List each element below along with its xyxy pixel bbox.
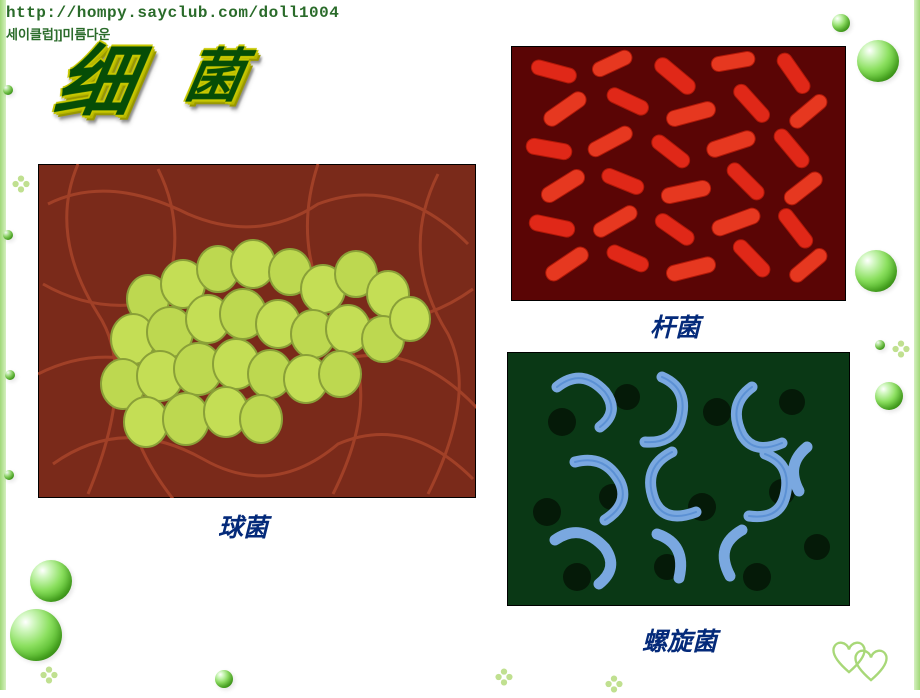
bubble-icon xyxy=(30,560,72,602)
caption-coccus: 球菌 xyxy=(218,508,268,544)
bubble-icon xyxy=(215,670,233,688)
image-spirillum xyxy=(507,352,850,606)
bubble-icon xyxy=(832,14,850,32)
flower-icon xyxy=(495,668,513,686)
bubble-icon xyxy=(857,40,899,82)
bubble-icon xyxy=(875,340,885,350)
bubble-icon xyxy=(4,470,14,480)
image-bacillus xyxy=(511,46,846,301)
bubble-icon xyxy=(5,370,15,380)
bubble-icon xyxy=(3,230,13,240)
heart-icon xyxy=(852,648,890,682)
caption-spirillum: 螺旋菌 xyxy=(642,622,717,658)
title-char-1: 细 xyxy=(48,20,146,132)
slide-title: 细 菌 xyxy=(58,20,244,132)
image-coccus xyxy=(38,164,476,498)
bubble-icon xyxy=(855,250,897,292)
flower-icon xyxy=(605,675,623,693)
flower-icon xyxy=(892,340,910,358)
border-left xyxy=(0,0,6,690)
flower-icon xyxy=(40,666,58,684)
caption-bacillus: 杆菌 xyxy=(650,308,700,344)
title-char-2: 菌 xyxy=(179,29,252,113)
bubble-icon xyxy=(875,382,903,410)
border-right xyxy=(914,0,920,690)
bubble-icon xyxy=(3,85,13,95)
bubble-icon xyxy=(10,609,62,661)
flower-icon xyxy=(12,175,30,193)
